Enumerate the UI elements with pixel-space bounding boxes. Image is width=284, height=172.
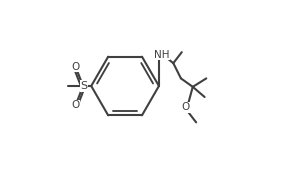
Text: S: S: [80, 81, 87, 91]
Text: O: O: [71, 100, 79, 110]
Text: NH: NH: [154, 50, 169, 60]
Text: O: O: [71, 62, 79, 72]
Text: O: O: [182, 102, 190, 112]
